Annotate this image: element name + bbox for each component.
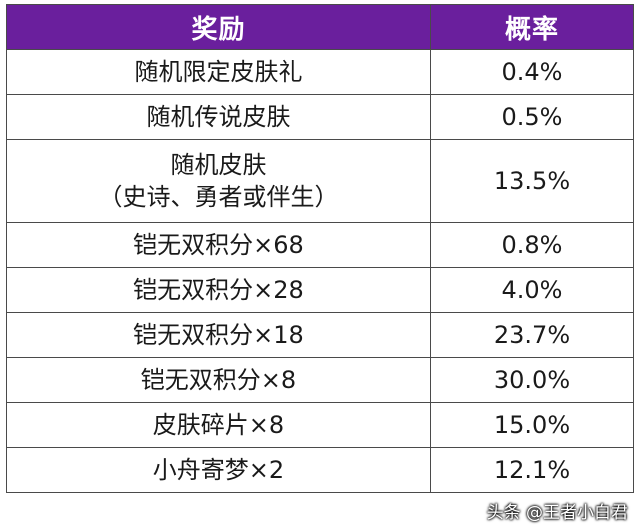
header-reward: 奖励	[6, 4, 431, 50]
probability-cell: 4.0%	[430, 267, 634, 313]
reward-cell: 皮肤碎片×8	[6, 402, 431, 448]
reward-cell: 小舟寄梦×2	[6, 447, 431, 493]
table-row: 铠无双积分×8 30.0%	[6, 357, 634, 403]
probability-cell: 0.5%	[430, 94, 634, 140]
table-row: 小舟寄梦×2 12.1%	[6, 447, 634, 493]
probability-cell: 30.0%	[430, 357, 634, 403]
table-row: 铠无双积分×28 4.0%	[6, 267, 634, 313]
reward-line-2: （史诗、勇者或伴生）	[98, 183, 339, 211]
probability-cell: 0.4%	[430, 49, 634, 95]
probability-cell: 13.5%	[430, 139, 634, 223]
header-probability: 概率	[430, 4, 634, 50]
table-row: 铠无双积分×18 23.7%	[6, 312, 634, 358]
reward-cell: 铠无双积分×28	[6, 267, 431, 313]
reward-cell: 铠无双积分×8	[6, 357, 431, 403]
table-row: 随机皮肤 （史诗、勇者或伴生） 13.5%	[6, 139, 634, 223]
table-row: 随机传说皮肤 0.5%	[6, 94, 634, 140]
probability-cell: 23.7%	[430, 312, 634, 358]
reward-cell: 随机皮肤 （史诗、勇者或伴生）	[6, 139, 431, 223]
probability-cell: 15.0%	[430, 402, 634, 448]
reward-cell: 铠无双积分×18	[6, 312, 431, 358]
table-row: 铠无双积分×68 0.8%	[6, 222, 634, 268]
probability-cell: 0.8%	[430, 222, 634, 268]
table-header-row: 奖励 概率	[6, 4, 634, 50]
table-row: 皮肤碎片×8 15.0%	[6, 402, 634, 448]
reward-cell: 随机传说皮肤	[6, 94, 431, 140]
reward-line-1: 随机皮肤	[170, 151, 267, 179]
probability-cell: 12.1%	[430, 447, 634, 493]
reward-cell: 铠无双积分×68	[6, 222, 431, 268]
table-row: 随机限定皮肤礼 0.4%	[6, 49, 634, 95]
reward-probability-table: 奖励 概率 随机限定皮肤礼 0.4% 随机传说皮肤 0.5% 随机皮肤 （史诗、…	[6, 4, 634, 493]
watermark: 头条 @王者小白君	[486, 503, 628, 523]
reward-cell: 随机限定皮肤礼	[6, 49, 431, 95]
